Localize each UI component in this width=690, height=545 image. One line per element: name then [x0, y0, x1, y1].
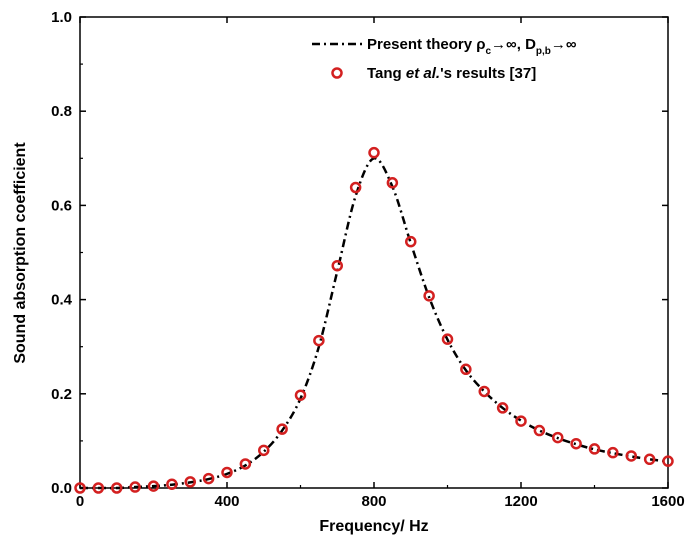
data-point: [202, 472, 215, 485]
data-point: [588, 443, 601, 455]
data-point: [533, 424, 546, 437]
data-point: [129, 481, 141, 493]
series-tang-results: [74, 146, 674, 494]
data-point: [368, 146, 380, 159]
y-tick-label: 0.0: [51, 480, 72, 497]
legend-marker-swatch: [331, 67, 343, 79]
axis-ticks: [79, 16, 669, 489]
x-axis-title: Frequency/ Hz: [319, 518, 428, 535]
data-point: [662, 455, 674, 467]
data-point: [423, 290, 435, 302]
data-point: [386, 177, 399, 189]
data-point: [625, 450, 637, 462]
data-point: [496, 402, 509, 414]
data-point: [405, 235, 417, 248]
y-tick-label: 0.2: [51, 386, 72, 403]
legend-label-tang-results: Tang et al.'s results [37]: [367, 65, 536, 82]
data-point: [643, 453, 656, 466]
x-tick-label: 1600: [651, 493, 684, 510]
y-tick-label: 0.8: [51, 103, 72, 120]
data-point: [184, 476, 196, 488]
data-point: [74, 482, 86, 494]
data-point: [331, 259, 343, 272]
data-point: [570, 437, 582, 450]
data-point: [460, 363, 472, 376]
data-point: [294, 389, 307, 401]
plot-frame: [79, 16, 669, 489]
data-point: [221, 466, 233, 479]
data-point: [111, 482, 123, 494]
x-tick-label: 1200: [504, 493, 537, 510]
data-point: [607, 446, 619, 459]
y-tick-label: 1.0: [51, 9, 72, 26]
x-tick-label: 400: [214, 493, 239, 510]
data-point: [276, 423, 288, 435]
data-point: [441, 333, 454, 345]
data-point: [515, 415, 527, 427]
data-point: [92, 482, 105, 494]
x-tick-label: 0: [76, 493, 84, 510]
y-tick-label: 0.6: [51, 197, 72, 214]
data-point: [147, 480, 160, 492]
legend: Present theory ρc→∞, Dp,b→∞ Tang et al.'…: [312, 36, 577, 82]
theory-curve: [80, 157, 669, 490]
tick-labels: 0 400 800 1200 1600 0.0 0.2 0.4 0.6 0.8 1.0: [51, 9, 685, 510]
series-present-theory: [80, 157, 669, 490]
data-point: [552, 431, 564, 444]
x-tick-label: 800: [361, 493, 386, 510]
data-point: [313, 334, 325, 347]
plot-border: [79, 16, 669, 489]
y-axis-title: Sound absorption coefficient: [12, 142, 29, 364]
data-point: [258, 444, 270, 457]
data-point: [478, 385, 490, 398]
legend-label-present-theory: Present theory ρc→∞, Dp,b→∞: [367, 36, 577, 57]
y-tick-label: 0.4: [51, 292, 73, 309]
data-point: [166, 478, 178, 490]
data-point: [349, 181, 362, 194]
data-point: [239, 458, 252, 470]
